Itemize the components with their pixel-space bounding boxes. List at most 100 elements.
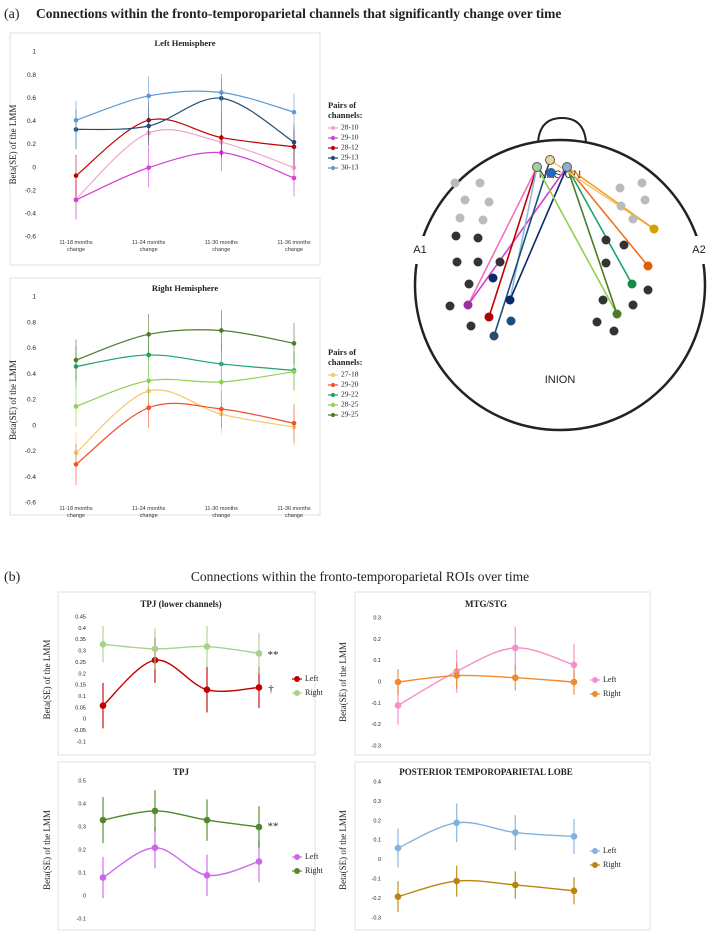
channel xyxy=(643,261,653,271)
x-tick-label-box: 11-18 months change xyxy=(59,240,92,253)
data-point xyxy=(73,404,79,409)
legend-label: 29-10 xyxy=(341,133,359,142)
channel xyxy=(495,257,505,267)
legend-marker xyxy=(330,382,336,388)
legend-label: 27-18 xyxy=(341,370,359,379)
channel xyxy=(562,162,572,172)
data-point xyxy=(394,702,402,709)
x-tick-label-box: 11-30 months change xyxy=(204,506,238,519)
channel xyxy=(627,279,637,289)
channel xyxy=(466,321,476,331)
channel xyxy=(451,231,461,241)
channel xyxy=(619,240,629,250)
channel xyxy=(455,213,465,223)
y-tick-label: 0.3 xyxy=(78,824,86,830)
channel xyxy=(445,301,455,311)
channel xyxy=(460,195,470,205)
y-tick-label: 0.1 xyxy=(78,870,86,876)
legend-marker xyxy=(330,372,336,378)
y-tick-label: -0.6 xyxy=(25,500,37,507)
legend-marker xyxy=(294,690,300,696)
data-point xyxy=(255,858,263,865)
data-point xyxy=(219,135,224,140)
channel xyxy=(615,183,625,193)
y-tick-label: 0.45 xyxy=(75,614,86,620)
y-tick-label: 0.4 xyxy=(78,801,86,807)
legend-label: 28-25 xyxy=(341,400,359,409)
chart-frame xyxy=(57,761,316,931)
channel xyxy=(475,178,485,188)
chart-title: Right Hemisphere xyxy=(152,283,218,293)
head-diagram: NASION INION A1 A2 xyxy=(400,116,709,432)
channel xyxy=(592,317,602,327)
annotation: ** xyxy=(268,649,279,661)
data-point xyxy=(99,816,107,824)
series-line xyxy=(75,118,295,177)
x-tick-label: 11-30 months change xyxy=(204,240,238,253)
data-point xyxy=(219,379,224,385)
legend-label: Right xyxy=(305,866,324,875)
panel-title: Connections within the fronto-temporopar… xyxy=(36,6,561,21)
y-tick-label: -0.3 xyxy=(372,743,381,749)
data-point xyxy=(219,406,224,412)
series-line xyxy=(75,354,295,371)
legend-marker xyxy=(330,412,336,418)
channel xyxy=(598,295,608,305)
series-line xyxy=(102,810,260,828)
data-point xyxy=(255,650,263,657)
channel xyxy=(643,285,653,295)
x-tick-label-box: 11-30 months change xyxy=(204,240,238,253)
connection xyxy=(566,166,655,230)
x-tick-label: 11-30 months change xyxy=(204,506,238,519)
connection xyxy=(509,166,568,301)
data-point xyxy=(291,420,297,426)
data-point xyxy=(570,833,578,840)
y-tick-label: 0.2 xyxy=(373,818,381,824)
connection xyxy=(536,166,618,315)
connection xyxy=(493,159,551,337)
panel-label: (a) xyxy=(4,7,20,22)
series-line xyxy=(75,389,295,454)
y-tick-label: 0.2 xyxy=(78,847,86,853)
channel xyxy=(489,331,499,341)
data-point xyxy=(146,93,151,99)
data-point xyxy=(146,165,151,170)
y-tick-label: 0 xyxy=(32,422,36,429)
y-tick-label: 1 xyxy=(32,294,36,301)
connection xyxy=(488,166,538,318)
y-tick-label: 0.2 xyxy=(27,141,36,148)
channel xyxy=(532,162,542,172)
data-point xyxy=(203,643,211,650)
ear-label: A1 xyxy=(413,244,426,256)
y-tick-label: -0.1 xyxy=(372,877,381,883)
y-tick-label: 0.6 xyxy=(27,95,36,102)
y-tick-label: -0.1 xyxy=(372,701,381,707)
y-tick-label: 0 xyxy=(378,679,381,685)
data-point xyxy=(73,462,79,467)
y-tick-label: 0.6 xyxy=(27,345,36,352)
y-tick-label: 0.1 xyxy=(373,658,381,664)
x-tick-label-box: 11-18 months change xyxy=(59,506,92,519)
data-point xyxy=(73,357,79,363)
y-tick-label: 0 xyxy=(83,893,86,899)
y-tick-label: 0.3 xyxy=(78,649,86,655)
y-tick-label: -0.4 xyxy=(25,211,37,218)
series-line xyxy=(397,647,575,707)
legend-title-box: Pairs of channels: xyxy=(328,347,362,367)
y-tick-label: 0 xyxy=(83,717,86,723)
series-line xyxy=(75,90,295,121)
connection xyxy=(566,166,618,315)
channel xyxy=(473,233,483,243)
data-point xyxy=(394,844,402,852)
y-tick-label: 0.35 xyxy=(75,637,86,643)
data-point xyxy=(151,645,159,653)
legend-label: Right xyxy=(603,860,622,869)
channel xyxy=(450,178,460,188)
legend-label: Left xyxy=(603,846,617,855)
data-point xyxy=(453,819,460,827)
legend-marker xyxy=(592,691,598,697)
channel xyxy=(609,326,619,336)
y-axis-label: Beta(SE) of the LMM xyxy=(8,360,18,440)
data-point xyxy=(146,378,151,383)
y-tick-label: -0.3 xyxy=(372,915,381,921)
